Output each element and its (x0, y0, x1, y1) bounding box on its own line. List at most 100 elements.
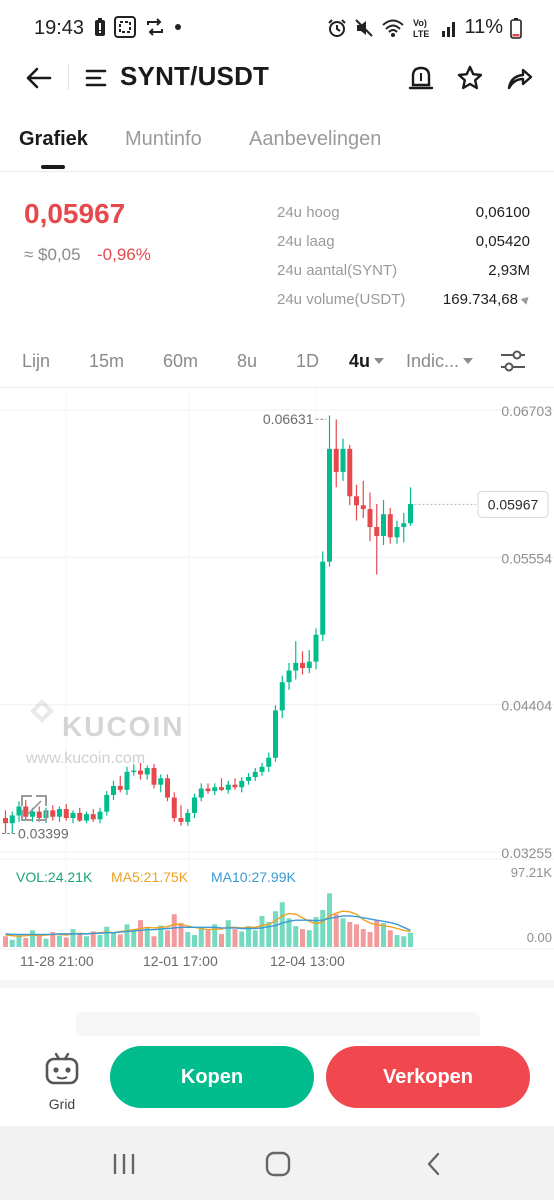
volume-bar (138, 920, 143, 947)
system-nav-bar (0, 1126, 554, 1200)
header-divider (68, 64, 69, 90)
candle-body (347, 448, 353, 497)
price-alert-button[interactable] (405, 62, 437, 94)
volume-bar (293, 926, 299, 947)
candle-body (151, 768, 157, 785)
last-price-tag (477, 490, 549, 518)
chevron-down-icon (463, 358, 474, 364)
battery-percent: 11% (464, 16, 503, 38)
candle-body (171, 797, 177, 819)
volume-bar (340, 918, 346, 947)
candle-body (111, 785, 116, 795)
price-chart[interactable]: KUCOIN www.kucoin.com 0.06703 0.05554 0.044… (0, 389, 554, 979)
candle-body (104, 794, 110, 812)
candle (3, 810, 8, 834)
volte-icon: Vo)LTE (413, 18, 429, 39)
grid-bot-button[interactable]: Grid (36, 1048, 88, 1112)
candle (232, 778, 238, 790)
svg-text:LTE: LTE (413, 29, 429, 39)
candle (320, 551, 326, 642)
candle-body (354, 496, 359, 506)
fullscreen-diagonal (26, 800, 42, 816)
volume-bar (347, 921, 353, 947)
volume-bar (374, 920, 380, 947)
volume-axis-min: 0.00 (527, 930, 552, 945)
kucoin-logo-icon (30, 699, 54, 723)
volume-bar (354, 924, 359, 947)
candle (16, 801, 22, 822)
candle-body (158, 778, 164, 785)
candle-body (36, 811, 42, 819)
indicators-dropdown[interactable]: Indic... (406, 351, 474, 372)
candle-body (306, 661, 312, 669)
favorite-button[interactable] (454, 62, 486, 94)
interval-bar: Lijn 15m 60m 8u 1D 4u Indic... (0, 334, 554, 388)
candle-body (300, 662, 305, 669)
candle (252, 768, 258, 781)
tab-muntinfo[interactable]: Muntinfo (125, 128, 202, 150)
volume-bar (381, 923, 386, 947)
candle-body (219, 787, 224, 790)
candle (340, 438, 346, 481)
candle (286, 662, 292, 690)
candle-body (165, 778, 170, 798)
volume-bar (333, 914, 339, 947)
volume-bar (192, 935, 197, 947)
volume-bar (360, 929, 366, 947)
tab-aanbevelingen[interactable]: Aanbevelingen (249, 128, 382, 150)
volume-bar (212, 924, 218, 947)
candle-body (320, 561, 326, 635)
recent-apps-button[interactable] (104, 1148, 144, 1180)
pair-title[interactable]: SYNT/USDT (120, 61, 270, 91)
candle-body (198, 788, 204, 798)
fullscreen-icon[interactable] (21, 795, 47, 821)
interval-8u[interactable]: 8u (237, 351, 258, 371)
interval-60m[interactable]: 60m (163, 351, 199, 371)
time-axis-label: 12-04 13:00 (270, 953, 345, 969)
stat-value-volume-text: 169.734,68 (442, 291, 518, 308)
candlestick-chart[interactable]: KUCOIN www.kucoin.com 0.06703 0.05554 0.044… (0, 389, 554, 979)
tab-grafiek[interactable]: Grafiek (19, 128, 88, 150)
candle (401, 512, 407, 543)
candle (394, 520, 400, 544)
buy-button[interactable]: Kopen (110, 1046, 314, 1108)
candle (279, 675, 285, 719)
candle-body (401, 523, 407, 528)
candle (367, 492, 373, 542)
interval-line[interactable]: Lijn (22, 351, 51, 371)
volume-bar (286, 918, 292, 947)
candle-body (408, 503, 413, 524)
interval-15m[interactable]: 15m (89, 351, 125, 371)
candle (77, 807, 83, 822)
pair-menu-button[interactable] (80, 62, 112, 94)
candle-body (192, 797, 197, 813)
share-button[interactable] (503, 62, 535, 94)
candle (313, 628, 319, 670)
dot-icon (175, 24, 181, 30)
candle-body (279, 682, 285, 711)
menu-icon (85, 69, 107, 87)
price-axis-label: 0.06703 (501, 403, 552, 419)
stat-label-volume: 24u volume(USDT) (277, 291, 406, 308)
candle (23, 800, 29, 821)
interval-4u[interactable]: 4u (349, 351, 385, 372)
volume-bar (104, 926, 110, 947)
time-axis-label: 11-28 21:00 (20, 953, 94, 969)
candle (205, 783, 211, 794)
candle (165, 774, 170, 802)
candle (57, 806, 62, 822)
interval-1d[interactable]: 1D (296, 351, 320, 371)
candle-body (144, 768, 150, 775)
chart-settings-button[interactable] (498, 348, 528, 374)
ma5-legend: MA5:21.75K (111, 869, 189, 885)
price-alert-icon (408, 66, 434, 90)
expand-corner-icon[interactable] (520, 294, 532, 305)
candle-body (70, 812, 76, 819)
volume-bar (408, 932, 413, 947)
home-button[interactable] (258, 1148, 298, 1180)
candle (178, 805, 184, 826)
candle-body (286, 670, 292, 683)
back-button[interactable] (22, 62, 54, 94)
system-back-button[interactable] (414, 1148, 454, 1180)
sell-button[interactable]: Verkopen (326, 1046, 530, 1108)
